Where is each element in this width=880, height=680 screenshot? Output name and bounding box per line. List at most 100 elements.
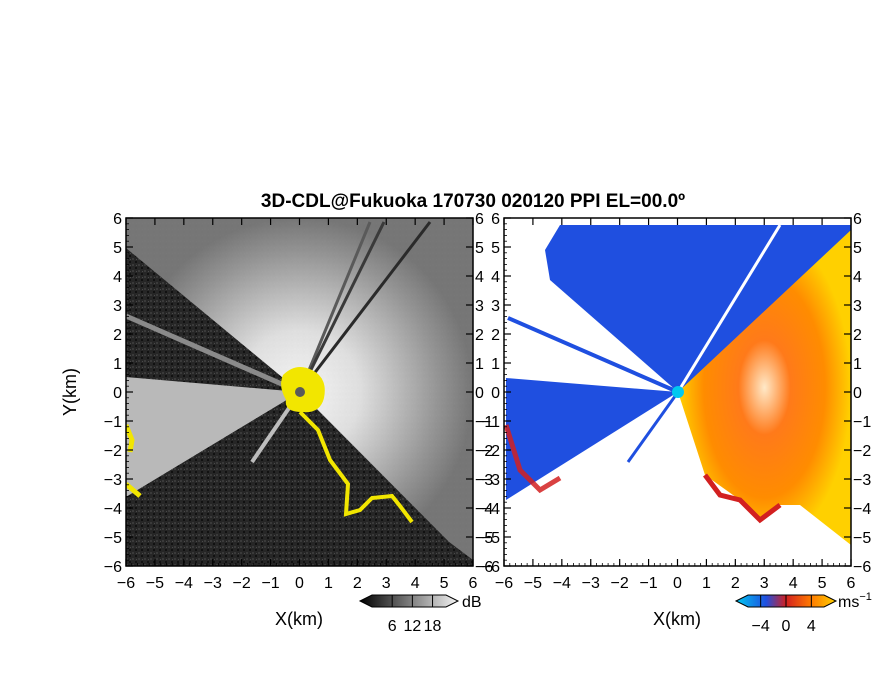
x-tick-label: −6 bbox=[117, 575, 135, 592]
y-tick-label: −5 bbox=[853, 530, 871, 547]
y-tick-label: 4 bbox=[475, 269, 484, 286]
y-tick-label: −2 bbox=[475, 443, 493, 460]
y-tick-label: 0 bbox=[853, 385, 862, 402]
y-tick-label: −6 bbox=[482, 559, 500, 576]
y-tick-label: 6 bbox=[853, 211, 862, 228]
x-tick-label: 4 bbox=[789, 575, 798, 592]
velocity-ray bbox=[507, 316, 679, 394]
y-tick-label: −6 bbox=[104, 559, 122, 576]
y-tick-label: −4 bbox=[475, 501, 493, 518]
x-tick-label: 0 bbox=[295, 575, 304, 592]
reflectivity-shadow-south bbox=[126, 392, 473, 566]
velocity-echo-west bbox=[506, 378, 678, 500]
y-tick-label: −1 bbox=[475, 414, 493, 431]
y-tick-label: −6 bbox=[475, 559, 493, 576]
radar-site-marker bbox=[295, 387, 305, 397]
y-tick-label: 0 bbox=[491, 385, 500, 402]
y-tick-label: −3 bbox=[482, 472, 500, 489]
y-tick-label: 5 bbox=[475, 240, 484, 257]
y-tick-label: −2 bbox=[482, 443, 500, 460]
x-tick-label: 0 bbox=[673, 575, 682, 592]
y-tick-label: −4 bbox=[482, 501, 500, 518]
x-tick-label: −5 bbox=[524, 575, 542, 592]
y-tick-label: 4 bbox=[853, 269, 862, 286]
y-tick-label: −5 bbox=[104, 530, 122, 547]
reflectivity-colorbar: 6 12 18 dB bbox=[358, 594, 482, 635]
velocity-ray bbox=[676, 224, 782, 393]
y-tick-label: 1 bbox=[475, 356, 484, 373]
y-tick-label: 4 bbox=[491, 269, 500, 286]
colorbar-bar bbox=[358, 594, 460, 608]
y-tick-label: 4 bbox=[113, 269, 122, 286]
reflectivity-xlabel: X(km) bbox=[275, 609, 323, 629]
colorbar-tick-label: 0 bbox=[782, 618, 791, 635]
x-tick-label: 6 bbox=[847, 575, 856, 592]
y-tick-label: 5 bbox=[853, 240, 862, 257]
y-tick-label: −6 bbox=[853, 559, 871, 576]
y-tick-label: 2 bbox=[853, 327, 862, 344]
y-tick-label: −2 bbox=[104, 443, 122, 460]
y-tick-label: 3 bbox=[475, 298, 484, 315]
y-tick-label: −3 bbox=[853, 472, 871, 489]
x-tick-label: 6 bbox=[469, 575, 478, 592]
x-tick-label: −2 bbox=[233, 575, 251, 592]
velocity-colorbar: −4 0 4 ms−1 bbox=[734, 591, 872, 635]
radar-site-marker bbox=[672, 386, 684, 398]
y-tick-label: −5 bbox=[475, 530, 493, 547]
x-tick-label: 2 bbox=[353, 575, 362, 592]
reflectivity-echo-edge bbox=[298, 410, 414, 524]
colorbar-tick-label: 6 bbox=[388, 618, 397, 635]
velocity-echo-edge bbox=[504, 424, 562, 494]
y-tick-label: −2 bbox=[853, 443, 871, 460]
reflectivity-ylabel: Y(km) bbox=[60, 368, 80, 416]
y-tick-label: 1 bbox=[491, 356, 500, 373]
y-tick-label: −5 bbox=[482, 530, 500, 547]
y-tick-label: 2 bbox=[113, 327, 122, 344]
x-tick-label: −3 bbox=[582, 575, 600, 592]
x-tick-label: −3 bbox=[204, 575, 222, 592]
y-tick-label: 6 bbox=[113, 211, 122, 228]
y-tick-label: 2 bbox=[475, 327, 484, 344]
velocity-echo-east bbox=[678, 230, 851, 545]
reflectivity-ray bbox=[298, 221, 372, 393]
x-tick-label: −6 bbox=[495, 575, 513, 592]
x-tick-label: −4 bbox=[175, 575, 193, 592]
x-tick-label: −4 bbox=[553, 575, 571, 592]
colorbar-tick-label: 18 bbox=[424, 618, 442, 635]
velocity-echo-edge bbox=[703, 473, 782, 524]
x-tick-label: 5 bbox=[440, 575, 449, 592]
colorbar-tick-label: 12 bbox=[403, 618, 421, 635]
y-tick-label: −1 bbox=[104, 414, 122, 431]
reflectivity-ray bbox=[126, 313, 302, 395]
x-tick-label: 1 bbox=[324, 575, 333, 592]
y-tick-label: 3 bbox=[491, 298, 500, 315]
velocity-ray bbox=[626, 391, 680, 463]
velocity-xlabel: X(km) bbox=[653, 609, 701, 629]
reflectivity-ray bbox=[298, 221, 432, 393]
y-tick-label: 5 bbox=[113, 240, 122, 257]
x-tick-label: −2 bbox=[611, 575, 629, 592]
y-tick-label: 1 bbox=[853, 356, 862, 373]
colorbar-tick-label: 4 bbox=[807, 618, 816, 635]
x-tick-label: 3 bbox=[382, 575, 391, 592]
reflectivity-ticks: −6 −5 −4 −3 −2 −1 0 1 2 3 4 5 66 65 54 43 32 21 10 0−1 −1−2−… bbox=[104, 211, 494, 592]
x-tick-label: −1 bbox=[639, 575, 657, 592]
y-tick-label: −1 bbox=[482, 414, 500, 431]
reflectivity-panel: −6 −5 −4 −3 −2 −1 0 1 2 3 4 5 66 65 54 43 32 21 10 0−1 −1−2−… bbox=[60, 211, 493, 629]
reflectivity-echo-edge bbox=[126, 482, 142, 498]
y-tick-label: 3 bbox=[853, 298, 862, 315]
reflectivity-ray bbox=[298, 221, 386, 393]
x-tick-label: 4 bbox=[411, 575, 420, 592]
y-tick-label: 3 bbox=[113, 298, 122, 315]
y-tick-label: 5 bbox=[491, 240, 500, 257]
y-tick-label: 6 bbox=[475, 211, 484, 228]
colorbar-tick-label: −4 bbox=[752, 618, 770, 635]
y-tick-label: 2 bbox=[491, 327, 500, 344]
colorbar-unit: dB bbox=[462, 594, 482, 611]
y-tick-label: 1 bbox=[113, 356, 122, 373]
reflectivity-echo-north bbox=[126, 218, 473, 566]
x-tick-label: 2 bbox=[731, 575, 740, 592]
x-tick-label: −1 bbox=[261, 575, 279, 592]
x-tick-label: 3 bbox=[760, 575, 769, 592]
